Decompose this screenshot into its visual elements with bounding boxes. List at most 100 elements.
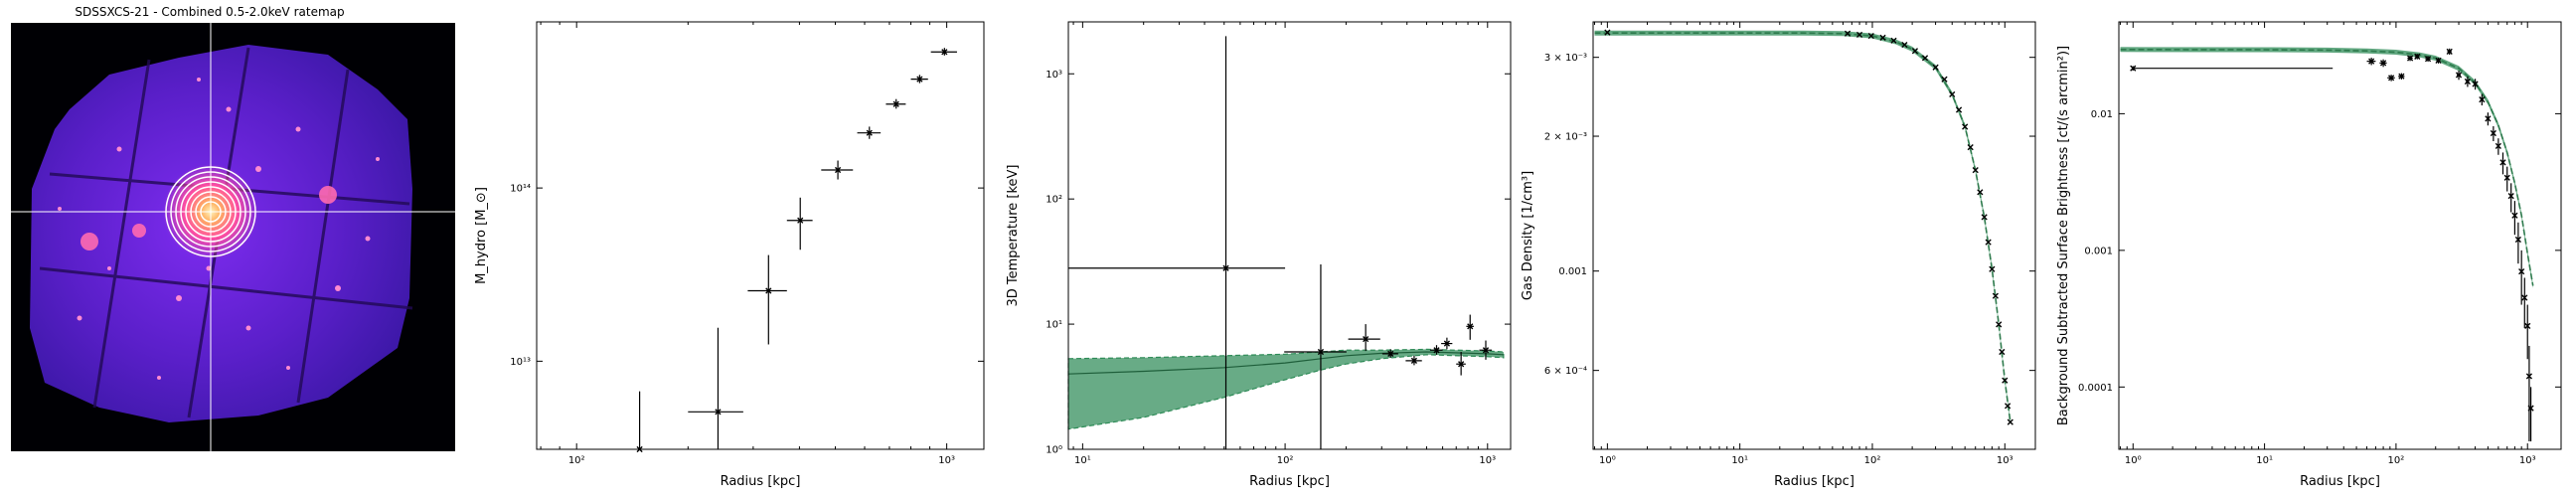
y-tick-label: 0.001 [1558,266,1587,277]
x-tick-label: 10³ [1997,455,2013,466]
y-tick-label: 2 × 10⁻³ [1544,132,1587,143]
ratemap-panel: SDSSXCS-21 - Combined 0.5-2.0keV ratemap [11,5,455,451]
data-point [1879,34,1886,41]
data-point [1972,167,1979,174]
data-point [2398,73,2405,80]
data-point [2514,236,2521,244]
data-point [1317,348,1325,356]
data-point [1890,37,1897,44]
data-point [1855,31,1863,39]
data-point [1932,64,1939,71]
data-point [1482,347,1490,354]
data-point [1977,189,1984,196]
data-point [2527,405,2534,412]
data-point [2503,174,2510,181]
data-point [1844,30,1852,37]
x-axis-label: Radius [kpc] [1249,474,1330,489]
model-band [1594,30,2011,425]
data-point [2005,403,2012,410]
data-point [1967,144,1974,151]
data-point [2525,373,2533,380]
y-tick-label: 6 × 10⁻⁴ [1544,366,1587,377]
y-tick-label: 0.0001 [2078,383,2113,394]
x-tick-label: 10² [2388,455,2405,466]
data-point [1941,76,1948,83]
data-point [2446,48,2453,55]
x-tick-label: 10² [1277,455,1294,466]
data-point [1992,292,1999,299]
data-point [2507,193,2514,200]
data-point [2424,56,2432,63]
x-tick-label: 10¹ [1074,455,1091,466]
x-tick-label: 10² [1864,455,1881,466]
data-point [1962,123,1969,130]
data-point [1955,106,1963,113]
x-tick-label: 10³ [2519,455,2536,466]
x-axis-label: Radius [kpc] [2300,474,2380,489]
data-point [2511,212,2518,219]
data-point [2379,60,2387,67]
x-tick-label: 10¹ [2256,455,2273,466]
data-point [1443,340,1451,347]
y-axis-label: Gas Density [1/cm³] [1521,171,1535,300]
data-point [1433,347,1440,354]
data-point [1458,361,1465,368]
x-tick-label: 10⁰ [1599,455,1616,466]
data-point [941,49,948,56]
ratemap-title: SDSSXCS-21 - Combined 0.5-2.0keV ratemap [75,5,344,19]
y-axis-label: 3D Temperature [keV] [1006,165,1021,307]
y-tick-label: 3 × 10⁻³ [1544,53,1587,64]
data-point [2130,65,2137,72]
y-tick-label: 10¹⁴ [510,184,531,195]
data-point [866,129,873,136]
x-axis-label: Radius [kpc] [721,474,801,489]
data-point [1467,323,1474,330]
data-point [2499,159,2506,166]
data-point [892,100,899,107]
axes-frame [1592,21,2036,450]
model-line [1594,32,2012,422]
data-point [2472,81,2479,87]
model-band [2120,47,2533,288]
ratemap-point-sources [58,78,380,380]
data-point [2388,75,2395,82]
x-tick-label: 10³ [938,455,955,466]
data-point [1981,214,1988,221]
data-point [1989,265,1996,272]
data-point [2479,96,2486,103]
data-point [1999,348,2006,356]
data-point [2495,142,2501,150]
x-tick-label: 10² [568,455,585,466]
mass-profile-plot: 10² 10³ 10¹³ 10¹⁴ Radius [kpc] M_hydro [M_⊙] [474,21,985,489]
surface-brightness-plot: 10⁰ 10¹ 10² 10³ 0.0001 0.001 0.01 Radius [kpc] B… [2056,21,2562,489]
data-point [1604,29,1611,36]
model-line [2120,49,2534,286]
data-point [2435,57,2442,64]
data-point [797,217,804,224]
data-point [2406,55,2414,62]
data-point [2368,58,2375,65]
data-point [1901,41,1908,49]
data-point [916,76,923,83]
x-axis-label: Radius [kpc] [1774,474,1854,489]
data-point [2007,418,2013,425]
data-point [1921,55,1929,62]
y-tick-label: 10¹³ [510,357,531,368]
y-tick-label: 0.01 [2091,109,2113,120]
y-tick-label: 0.001 [2084,246,2113,256]
x-tick-label: 10¹ [1731,455,1748,466]
x-tick-label: 10³ [1479,455,1496,466]
data-point [1911,48,1919,55]
data-point [2490,129,2496,137]
axes-frame [1067,21,1512,450]
data-point [715,409,722,416]
temperature-profile-plot: 10¹ 10² 10³ 10⁰ 10¹ 10² 10³ Radius [kpc] 3D Temp… [1006,21,1512,489]
uncertainty-band [1067,348,1505,430]
y-tick-label: 10² [1046,195,1062,206]
data-point [2485,115,2492,122]
data-point [1387,350,1394,357]
x-tick-label: 10⁰ [2125,455,2142,466]
data-point [834,166,842,174]
y-tick-label: 10¹ [1046,320,1062,331]
